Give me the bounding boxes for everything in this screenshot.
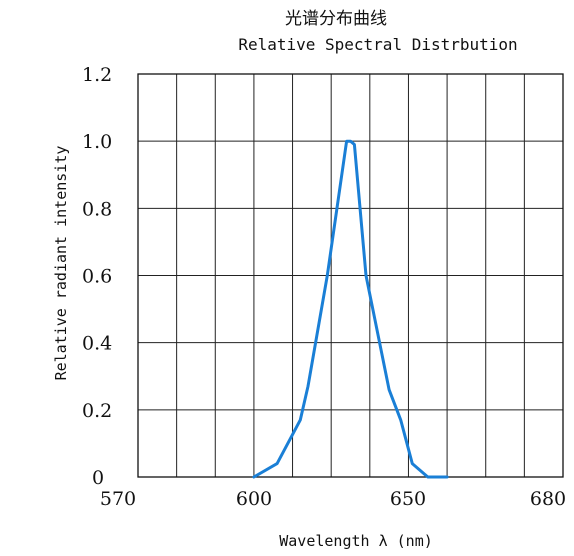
x-tick-label: 570	[100, 488, 136, 510]
y-tick-label: 1.0	[82, 131, 112, 153]
y-tick-labels: 0 0.2 0.4 0.6 0.8 1.0 1.2	[82, 64, 112, 489]
chart-subtitle: Relative Spectral Distrbution	[238, 35, 517, 54]
x-axis-label: Wavelength λ (nm)	[279, 532, 433, 550]
x-tick-label: 650	[390, 488, 426, 510]
chart-title: 光谱分布曲线	[285, 9, 387, 29]
y-tick-label: 0.6	[82, 266, 112, 288]
grid	[137, 73, 564, 478]
plot-frame	[137, 73, 564, 478]
y-tick-label: 1.2	[82, 64, 112, 86]
series-line	[252, 139, 449, 479]
series-layer	[252, 139, 449, 479]
y-tick-label: 0.8	[82, 198, 112, 220]
y-tick-label: 0.4	[82, 333, 112, 355]
x-tick-label: 680	[530, 488, 566, 510]
x-tick-labels: 570 600 650 680	[100, 488, 566, 510]
y-tick-label: 0.2	[82, 400, 112, 422]
y-tick-label: 0	[92, 467, 104, 489]
y-axis-label: Relative radiant intensity	[52, 146, 70, 381]
x-tick-label: 600	[236, 488, 272, 510]
